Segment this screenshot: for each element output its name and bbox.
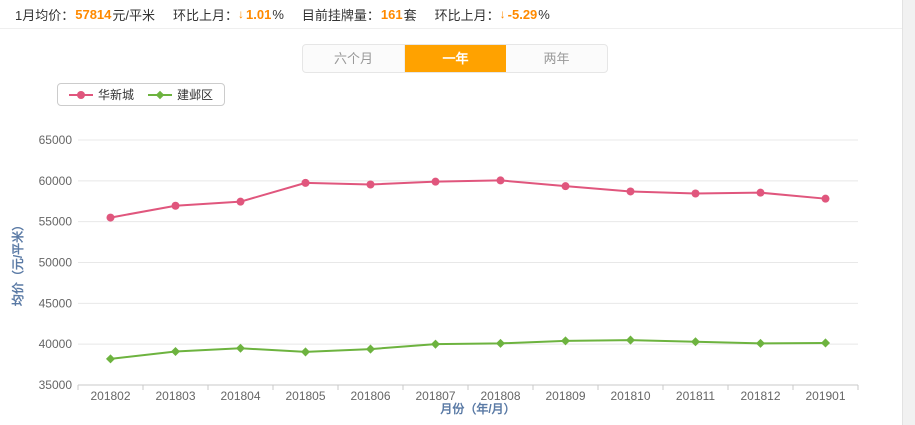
data-point-建邺区-201809[interactable]	[560, 336, 571, 346]
y-tick-label: 35000	[39, 378, 73, 392]
x-tick-label: 201802	[90, 389, 130, 403]
y-tick-label: 40000	[39, 337, 73, 351]
data-point-建邺区-201805[interactable]	[300, 347, 311, 357]
mom-listings-unit: %	[538, 6, 550, 22]
tab-one-year[interactable]: 一年	[405, 45, 506, 72]
avg-price-label: 1月均价：	[15, 7, 75, 23]
data-point-建邺区-201807[interactable]	[430, 339, 441, 349]
down-arrow-icon: ↓	[499, 7, 506, 21]
green-line-diamond-marker-icon	[148, 90, 173, 99]
data-point-建邺区-201901[interactable]	[820, 338, 831, 348]
listings-label: 目前挂牌量：	[301, 7, 380, 23]
x-axis-name: 月份（年/月）	[439, 401, 515, 416]
data-point-华新城-201812[interactable]	[756, 188, 765, 197]
data-point-华新城-201802[interactable]	[106, 213, 115, 222]
data-point-建邺区-201802[interactable]	[105, 354, 116, 364]
y-tick-label: 55000	[39, 215, 73, 229]
mom-price-stat: 环比上月： ↓ 1.01%	[173, 5, 284, 24]
data-point-华新城-201810[interactable]	[626, 187, 635, 196]
stats-bar: 1月均价： 57814 元/平米 环比上月： ↓ 1.01% 目前挂牌量： 161 套 环比…	[0, 0, 903, 29]
x-tick-label: 201811	[676, 389, 715, 403]
listings-value: 161	[380, 6, 403, 22]
data-point-建邺区-201803[interactable]	[170, 346, 181, 357]
data-point-华新城-201807[interactable]	[431, 177, 440, 186]
x-tick-label: 201805	[285, 389, 325, 403]
red-line-circle-marker-icon	[69, 90, 93, 99]
series-line-建邺区	[110, 339, 826, 360]
y-axis-name: 均价（元/平米）	[10, 219, 25, 306]
mom-price-value: 1.01	[246, 6, 272, 22]
page-background-strip	[902, 0, 915, 425]
x-tick-label: 201812	[740, 389, 780, 403]
y-tick-label: 45000	[39, 296, 73, 310]
down-arrow-icon: ↓	[238, 7, 245, 21]
data-point-建邺区-201811[interactable]	[690, 337, 701, 347]
mom-price-label: 环比上月：	[173, 7, 239, 23]
x-tick-label: 201806	[350, 389, 390, 403]
data-point-建邺区-201806[interactable]	[365, 344, 376, 354]
data-point-华新城-201806[interactable]	[366, 180, 375, 189]
x-tick-label: 201810	[610, 389, 650, 403]
data-point-建邺区-201812[interactable]	[755, 338, 766, 348]
mom-listings-stat: 环比上月： ↓ -5.29%	[435, 5, 550, 24]
data-point-华新城-201811[interactable]	[691, 189, 700, 198]
x-tick-label: 201807	[415, 389, 455, 403]
legend-item-huaxincheng[interactable]: 华新城	[69, 86, 134, 103]
data-point-华新城-201901[interactable]	[821, 194, 830, 203]
series-line-华新城	[110, 179, 826, 219]
y-tick-label: 50000	[39, 256, 73, 270]
y-tick-label: 60000	[39, 174, 73, 188]
chart-legend: 华新城 建邺区	[57, 83, 226, 106]
time-range-tabs: 六个月 一年 两年	[302, 44, 608, 73]
x-tick-label: 201901	[805, 389, 845, 403]
y-tick-label: 65000	[39, 133, 73, 147]
listings-unit: 套	[403, 7, 417, 23]
legend-label: 建邺区	[177, 88, 214, 102]
data-point-华新城-201808[interactable]	[496, 176, 505, 185]
tab-two-years[interactable]: 两年	[543, 51, 570, 66]
listings-stat: 目前挂牌量： 161 套	[302, 5, 417, 24]
mom-listings-value: -5.29	[507, 6, 538, 22]
data-point-华新城-201805[interactable]	[301, 178, 310, 187]
data-point-建邺区-201808[interactable]	[495, 338, 506, 348]
data-point-建邺区-201810[interactable]	[625, 335, 636, 345]
data-point-华新城-201803[interactable]	[171, 201, 180, 210]
tab-six-months[interactable]: 六个月	[303, 45, 405, 72]
data-point-建邺区-201804[interactable]	[235, 343, 246, 353]
x-tick-label: 201808	[480, 389, 520, 403]
legend-label: 华新城	[98, 88, 135, 102]
avg-price-unit: 元/平米	[112, 7, 156, 23]
avg-price-stat: 1月均价： 57814 元/平米	[15, 5, 155, 24]
x-tick-label: 201803	[155, 389, 195, 403]
data-point-华新城-201809[interactable]	[561, 182, 570, 191]
legend-item-jianyequ[interactable]: 建邺区	[148, 86, 213, 103]
mom-listings-label: 环比上月：	[434, 7, 500, 23]
avg-price-value: 57814	[75, 6, 112, 22]
x-tick-label: 201809	[545, 389, 585, 403]
mom-price-unit: %	[272, 6, 284, 22]
x-tick-label: 201804	[220, 389, 260, 403]
data-point-华新城-201804[interactable]	[236, 197, 245, 206]
